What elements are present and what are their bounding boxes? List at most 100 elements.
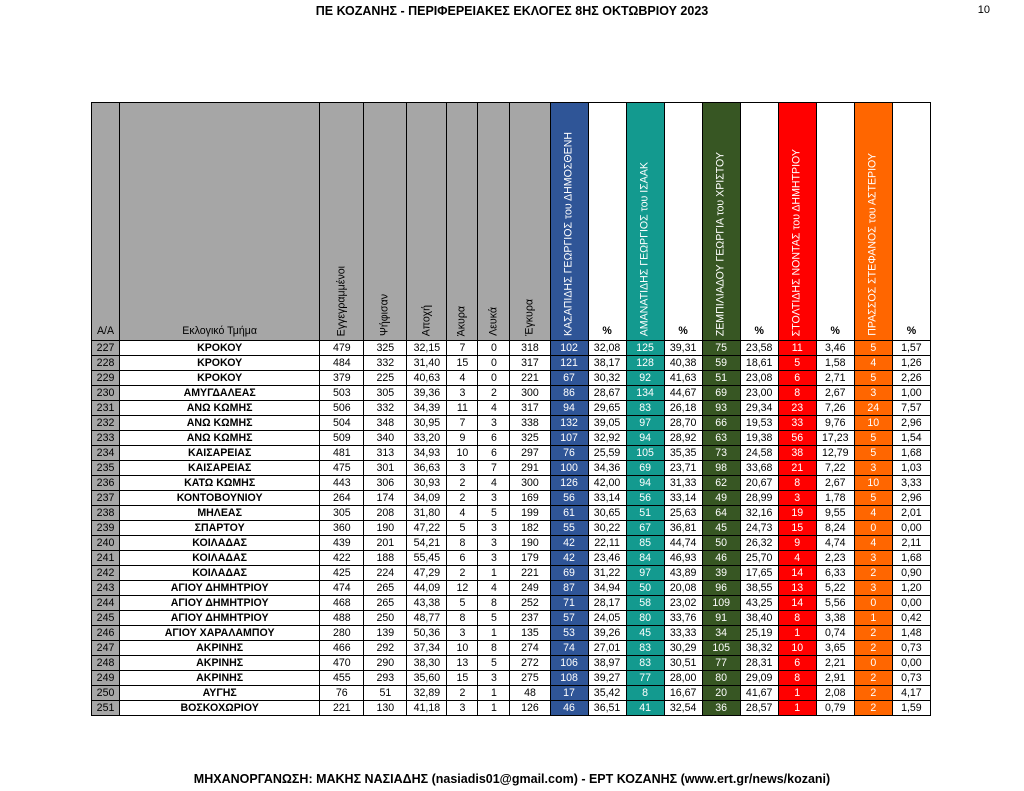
- cell-votes-candidate-3: 105: [701, 640, 741, 656]
- cell-votes-candidate-2: 125: [625, 340, 665, 356]
- cell-pct-candidate-4: 2,21: [815, 655, 855, 671]
- table-row: 230 ΑΜΥΓΔΑΛΕΑΣ 503 305 39,36 3 2 300 86 28,67 134 4…: [90, 385, 932, 401]
- cell-valid: 182: [509, 520, 551, 536]
- cell-blank: 5: [477, 655, 511, 671]
- cell-pct-candidate-2: 41,63: [663, 370, 703, 386]
- cell-pct-candidate-4: 12,79: [815, 445, 855, 461]
- cell-votes-candidate-3: 36: [701, 700, 741, 716]
- cell-votes-candidate-5: 4: [853, 535, 893, 551]
- cell-pct-candidate-4: 0,79: [815, 700, 855, 716]
- cell-pct-candidate-5: 1,48: [891, 625, 932, 641]
- cell-blank: 6: [477, 430, 511, 446]
- cell-blank: 5: [477, 505, 511, 521]
- cell-pct-candidate-5: 2,01: [891, 505, 932, 521]
- cell-votes-candidate-1: 121: [549, 355, 589, 371]
- cell-votes-candidate-3: 96: [701, 580, 741, 596]
- cell-abstention: 48,77: [406, 610, 448, 626]
- cell-abstention: 38,30: [406, 655, 448, 671]
- cell-valid: 338: [509, 415, 551, 431]
- cell-pct-candidate-2: 23,71: [663, 460, 703, 476]
- cell-abstention: 34,93: [406, 445, 448, 461]
- cell-votes-candidate-5: 0: [853, 655, 893, 671]
- cell-votes-candidate-2: 134: [625, 385, 665, 401]
- cell-votes-candidate-1: 107: [549, 430, 589, 446]
- cell-pct-candidate-4: 3,38: [815, 610, 855, 626]
- cell-pct-candidate-2: 26,18: [663, 400, 703, 416]
- cell-pct-candidate-4: 6,33: [815, 565, 855, 581]
- cell-votes-candidate-4: 8: [777, 670, 817, 686]
- cell-votes-candidate-3: 91: [701, 610, 741, 626]
- cell-voted: 292: [363, 640, 408, 656]
- cell-votes-candidate-3: 51: [701, 370, 741, 386]
- cell-pct-candidate-1: 39,05: [587, 415, 627, 431]
- cell-aa: 251: [90, 700, 121, 716]
- cell-votes-candidate-2: 85: [625, 535, 665, 551]
- cell-aa: 243: [90, 580, 121, 596]
- cell-invalid: 3: [446, 460, 479, 476]
- cell-votes-candidate-5: 1: [853, 610, 893, 626]
- cell-pct-candidate-1: 42,00: [587, 475, 627, 491]
- cell-voted: 306: [363, 475, 408, 491]
- cell-valid: 274: [509, 640, 551, 656]
- cell-votes-candidate-4: 6: [777, 655, 817, 671]
- cell-blank: 2: [477, 385, 511, 401]
- cell-invalid: 15: [446, 670, 479, 686]
- cell-registered: 76: [319, 685, 365, 701]
- cell-votes-candidate-5: 4: [853, 505, 893, 521]
- cell-votes-candidate-1: 69: [549, 565, 589, 581]
- cell-votes-candidate-4: 14: [777, 595, 817, 611]
- table-row: 245 ΑΓΙΟΥ ΔΗΜΗΤΡΙΟΥ 488 250 48,77 8 5 237 57 24,0…: [90, 610, 932, 626]
- results-table: Α/Α Εκλογικό Τμήμα Εγγεγραμμένοι Ψήφισαν…: [90, 102, 932, 716]
- cell-votes-candidate-5: 2: [853, 640, 893, 656]
- cell-pct-candidate-5: 0,73: [891, 640, 932, 656]
- cell-valid: 190: [509, 535, 551, 551]
- cell-registered: 264: [319, 490, 365, 506]
- cell-pct-candidate-5: 1,68: [891, 550, 932, 566]
- header-aa: Α/Α: [90, 102, 121, 341]
- cell-votes-candidate-2: 83: [625, 400, 665, 416]
- cell-invalid: 2: [446, 685, 479, 701]
- cell-pct-candidate-3: 19,53: [739, 415, 779, 431]
- cell-voted: 208: [363, 505, 408, 521]
- cell-invalid: 3: [446, 385, 479, 401]
- cell-pct-candidate-1: 39,27: [587, 670, 627, 686]
- cell-pct-candidate-2: 44,67: [663, 385, 703, 401]
- cell-abstention: 41,18: [406, 700, 448, 716]
- cell-pct-candidate-4: 4,74: [815, 535, 855, 551]
- cell-blank: 0: [477, 370, 511, 386]
- cell-pct-candidate-2: 16,67: [663, 685, 703, 701]
- cell-abstention: 34,09: [406, 490, 448, 506]
- cell-invalid: 11: [446, 400, 479, 416]
- header-pct-1: %: [587, 102, 627, 341]
- cell-pct-candidate-3: 32,16: [739, 505, 779, 521]
- cell-votes-candidate-4: 23: [777, 400, 817, 416]
- cell-voted: 51: [363, 685, 408, 701]
- cell-pct-candidate-4: 7,26: [815, 400, 855, 416]
- cell-invalid: 13: [446, 655, 479, 671]
- cell-aa: 249: [90, 670, 121, 686]
- cell-blank: 3: [477, 535, 511, 551]
- cell-section: ΚΡΟΚΟΥ: [119, 340, 321, 356]
- table-row: 233 ΑΝΩ ΚΩΜΗΣ 509 340 33,20 9 6 325 107 32,92 94 28…: [90, 430, 932, 446]
- table-row: 241 ΚΟΙΛΑΔΑΣ 422 188 55,45 6 3 179 42 23,46 84 46,9…: [90, 550, 932, 566]
- cell-invalid: 5: [446, 595, 479, 611]
- cell-votes-candidate-4: 8: [777, 475, 817, 491]
- cell-section: ΑΜΥΓΔΑΛΕΑΣ: [119, 385, 321, 401]
- cell-registered: 360: [319, 520, 365, 536]
- cell-votes-candidate-4: 3: [777, 490, 817, 506]
- cell-aa: 233: [90, 430, 121, 446]
- cell-votes-candidate-1: 42: [549, 535, 589, 551]
- cell-registered: 466: [319, 640, 365, 656]
- cell-votes-candidate-3: 49: [701, 490, 741, 506]
- cell-votes-candidate-3: 64: [701, 505, 741, 521]
- cell-votes-candidate-1: 102: [549, 340, 589, 356]
- cell-pct-candidate-5: 1,26: [891, 355, 932, 371]
- cell-blank: 8: [477, 595, 511, 611]
- header-candidate-2: ΑΜΑΝΑΤΙΔΗΣ ΓΕΩΡΓΙΟΣ του ΙΣΑΑΚ: [625, 102, 665, 341]
- table-row: 243 ΑΓΙΟΥ ΔΗΜΗΤΡΙΟΥ 474 265 44,09 12 4 249 87 34,…: [90, 580, 932, 596]
- cell-valid: 317: [509, 355, 551, 371]
- header-voted: Ψήφισαν: [363, 102, 408, 341]
- header-pct-5: %: [891, 102, 932, 341]
- header-candidate-5: ΠΡΑΣΣΟΣ ΣΤΕΦΑΝΟΣ του ΑΣΤΕΡΙΟΥ: [853, 102, 893, 341]
- table-row: 251 ΒΟΣΚΟΧΩΡΙΟΥ 221 130 41,18 3 1 126 46 36,51 41 3…: [90, 700, 932, 716]
